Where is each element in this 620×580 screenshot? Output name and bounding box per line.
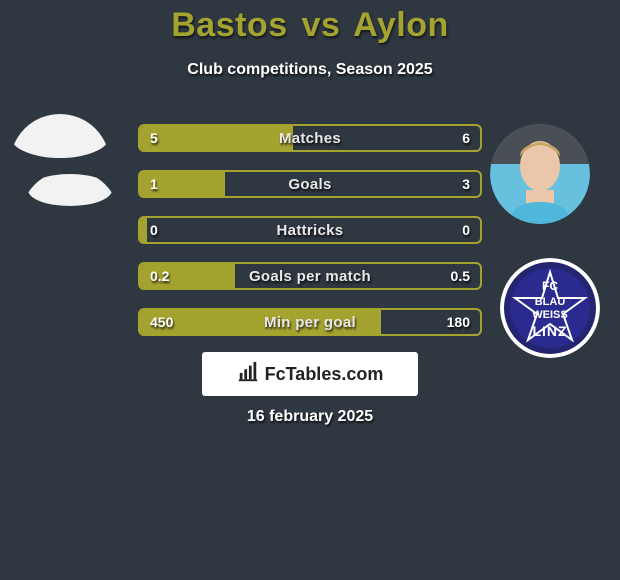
stat-value-right: 0.5: [451, 264, 470, 288]
logo-text-weiss: WEISS: [532, 309, 567, 321]
title-player2: Aylon: [353, 6, 449, 44]
player2-photo-image: [490, 124, 590, 224]
stat-fill: [140, 126, 293, 150]
logo-text-linz: LINZ: [532, 323, 567, 339]
player2-club-logo: FC BLAU WEISS LINZ: [500, 258, 600, 358]
brand-text: FcTables.com: [265, 364, 384, 385]
player2-logo-image: FC BLAU WEISS LINZ: [500, 258, 600, 358]
stat-value-left: 0: [150, 218, 158, 242]
player1-club-logo: [20, 170, 120, 270]
stat-value-right: 3: [462, 172, 470, 196]
player1-logo-placeholder: [20, 170, 120, 270]
logo-text-blau: BLAU: [535, 296, 566, 308]
stat-value-right: 0: [462, 218, 470, 242]
bar-chart-icon: [237, 361, 259, 388]
stat-row: 0.2Goals per match0.5: [138, 262, 482, 290]
page-title: Bastos vs Aylon: [0, 0, 620, 45]
stat-fill: [140, 218, 147, 242]
subtitle: Club competitions, Season 2025: [0, 61, 620, 79]
player2-photo: [490, 124, 590, 224]
stat-row: 0Hattricks0: [138, 216, 482, 244]
comparison-bars: 5Matches6 1Goals3 0Hattricks0 0.2Goals per …: [138, 124, 482, 354]
stat-row: 1Goals3: [138, 170, 482, 198]
stat-row: 450Min per goal180: [138, 308, 482, 336]
title-vs: vs: [302, 6, 341, 44]
title-player1: Bastos: [171, 6, 287, 44]
date-line: 16 february 2025: [0, 408, 620, 426]
stat-fill: [140, 310, 381, 334]
stat-label: Hattricks: [140, 218, 480, 242]
brand-badge[interactable]: FcTables.com: [202, 352, 418, 396]
stat-value-right: 180: [447, 310, 470, 334]
stat-row: 5Matches6: [138, 124, 482, 152]
stat-value-right: 6: [462, 126, 470, 150]
stat-fill: [140, 172, 225, 196]
stat-fill: [140, 264, 235, 288]
logo-text-fc: FC: [542, 279, 558, 293]
